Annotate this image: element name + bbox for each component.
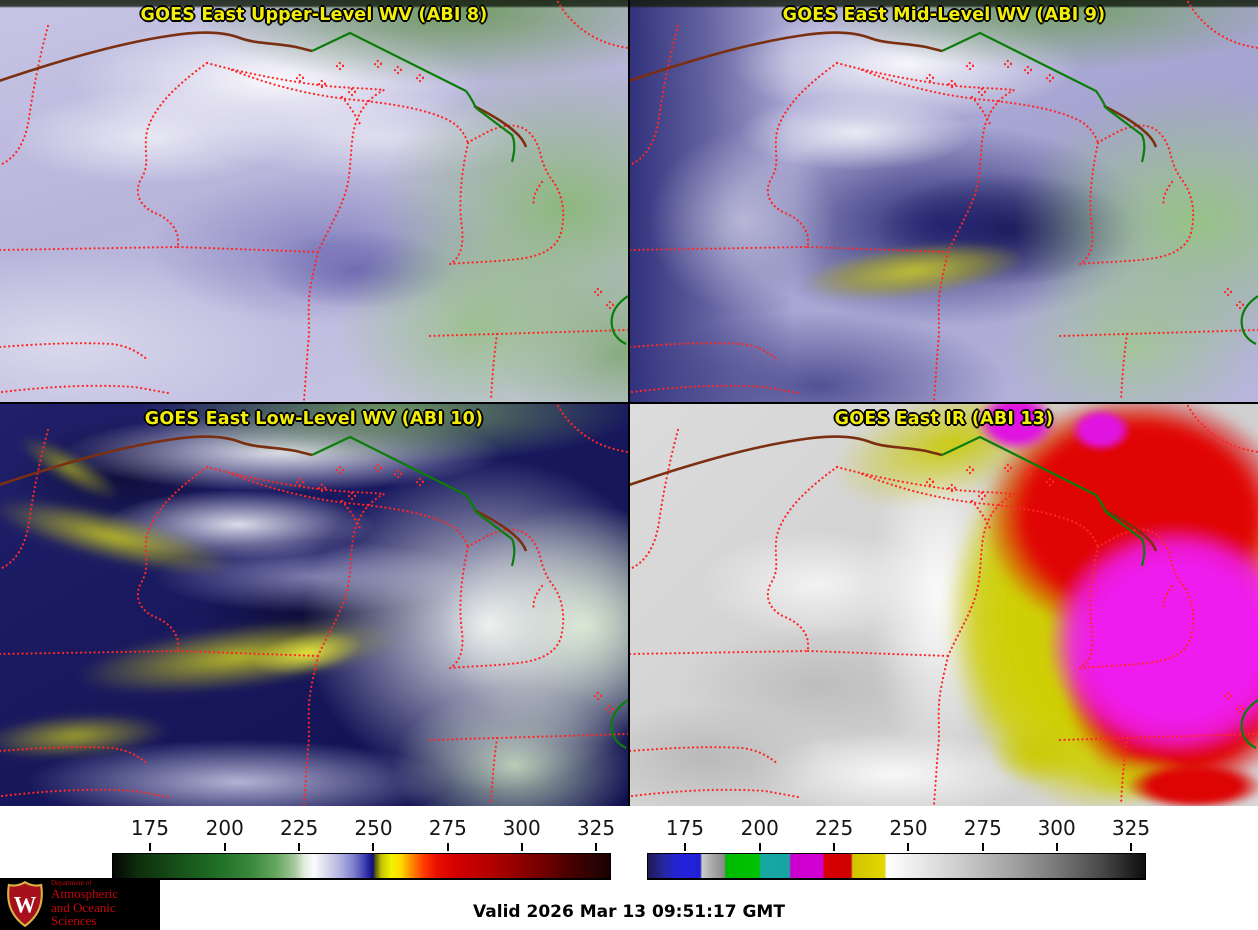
map-overlay-icon [0, 0, 628, 402]
tick-mark [833, 843, 836, 851]
tick-label: 175 [130, 816, 170, 840]
panel-abi13: GOES East IR (ABI 13) [630, 404, 1258, 806]
tick-label: 275 [428, 816, 467, 840]
uw-crest-icon: W [7, 881, 43, 927]
map-overlay-icon [630, 0, 1258, 402]
map-overlay-icon [0, 404, 628, 806]
tick-label: 250 [889, 816, 928, 840]
tick-mark [148, 843, 151, 851]
tick-label: 300 [1037, 816, 1076, 840]
tick-mark [981, 843, 984, 851]
valid-timestamp: Valid 2026 Mar 13 09:51:17 GMT [473, 902, 785, 922]
panel-abi10: GOES East Low-Level WV (ABI 10) [0, 404, 628, 806]
cold-cloud-magenta-spot [975, 404, 1058, 453]
tick-label: 200 [205, 816, 244, 840]
tick-label: 300 [502, 816, 541, 840]
wv-upper-imagery [0, 0, 628, 402]
tick-label: 275 [963, 816, 1002, 840]
tick-label: 325 [1111, 816, 1151, 840]
tick-label: 200 [740, 816, 779, 840]
tick-mark [298, 843, 301, 851]
tick-label: 325 [576, 816, 616, 840]
tick-mark [446, 843, 449, 851]
tick-mark [683, 843, 686, 851]
panel-title-abi13: GOES East IR (ABI 13) [834, 409, 1054, 429]
colorbar-ir: 175 200 225 250 275 300 325 [647, 816, 1150, 880]
tick-label: 250 [354, 816, 393, 840]
tick-label: 225 [280, 816, 319, 840]
cold-cloud-magenta-spot [1069, 408, 1133, 453]
ir-imagery [630, 404, 1258, 806]
tick-mark [595, 843, 598, 851]
tick-mark [1055, 843, 1058, 851]
tick-mark [372, 843, 375, 851]
tick-mark [520, 843, 523, 851]
panel-title-abi9: GOES East Mid-Level WV (ABI 9) [782, 5, 1106, 25]
panel-abi8: GOES East Upper-Level WV (ABI 8) [0, 0, 628, 402]
tick-mark [907, 843, 910, 851]
map-overlay-icon [630, 404, 1258, 806]
svg-text:W: W [14, 893, 37, 918]
panel-abi9: GOES East Mid-Level WV (ABI 9) [630, 0, 1258, 402]
tick-label: 175 [665, 816, 705, 840]
logo-dept-line: Department of [51, 878, 92, 887]
panel-grid: GOES East Upper-Level WV (ABI 8) GOES Ea… [0, 0, 1258, 806]
colorbar-gradient-ir [647, 853, 1146, 880]
tick-mark [758, 843, 761, 851]
tick-mark [223, 843, 226, 851]
logo-line2: and Oceanic Sciences [51, 899, 116, 929]
wv-low-imagery [0, 404, 628, 806]
logo-line1: Atmospheric [51, 886, 119, 902]
tick-mark [1130, 843, 1133, 851]
panel-title-abi10: GOES East Low-Level WV (ABI 10) [144, 409, 484, 429]
logo-text: Department of Atmospheric and Oceanic Sc… [51, 878, 160, 929]
cold-cloud-red-patch [1113, 757, 1258, 806]
wv-mid-imagery [630, 0, 1258, 402]
uw-aos-logo: W Department of Atmospheric and Oceanic … [0, 878, 160, 930]
tick-label: 225 [815, 816, 854, 840]
footer: 175 200 225 250 275 300 325 175 200 225 … [0, 806, 1258, 930]
panel-title-abi8: GOES East Upper-Level WV (ABI 8) [140, 5, 488, 25]
colorbar-wv: 175 200 225 250 275 300 325 [112, 816, 615, 880]
colorbar-gradient-wv [112, 853, 611, 880]
